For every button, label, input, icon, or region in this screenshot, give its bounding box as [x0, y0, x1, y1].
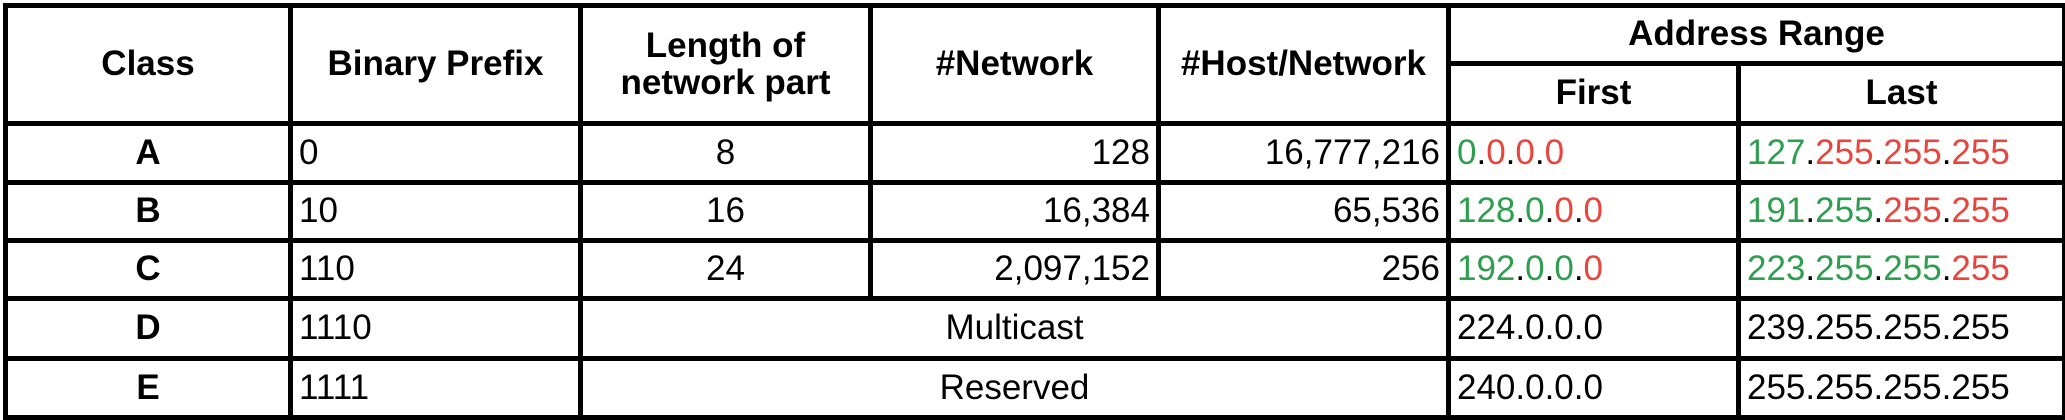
header-last: Last	[1736, 61, 2065, 126]
network-octet: 0	[1457, 132, 1477, 172]
table-row: B 10 16 16,384 65,536 128.0.0.0 191.255.…	[3, 180, 2065, 243]
last-address-cell: 223.255.255.255	[1736, 238, 2065, 301]
network-octet: 127	[1747, 132, 1806, 172]
prefix-cell: 1110	[288, 296, 583, 361]
header-address-range: Address Range	[1446, 3, 2065, 66]
class-cell: D	[3, 296, 293, 361]
length-cell: 8	[578, 121, 873, 185]
last-address-cell: 239.255.255.255	[1736, 296, 2065, 361]
networks-cell: 2,097,152	[868, 238, 1161, 301]
class-cell: B	[3, 180, 293, 243]
network-octet: 0	[1525, 249, 1545, 289]
table-row: E 1111 Reserved 240.0.0.0 255.255.255.25…	[3, 356, 2065, 420]
networks-cell: 128	[868, 121, 1161, 185]
ip-address-class-table: Class Binary Prefix Length of network pa…	[3, 3, 2065, 420]
table-row: C 110 24 2,097,152 256 192.0.0.0 223.255…	[3, 238, 2065, 301]
network-octet: 0	[1554, 249, 1574, 289]
host-octet: 255	[1815, 132, 1874, 172]
host-octet: 0	[1583, 249, 1604, 289]
first-address-cell: 192.0.0.0	[1446, 238, 1741, 301]
header-network-length-line2: network part	[620, 62, 831, 102]
multicast-note-cell: Multicast	[578, 296, 1451, 361]
host-octet: 0	[1554, 191, 1574, 231]
network-octet: 128	[1457, 191, 1516, 231]
header-hosts: #Host/Network	[1156, 3, 1451, 126]
first-address-cell: 224.0.0.0	[1446, 296, 1741, 361]
prefix-cell: 1111	[288, 356, 583, 420]
host-octet: 0	[1515, 132, 1535, 172]
network-octet: 255	[1815, 249, 1874, 289]
header-class: Class	[3, 3, 293, 126]
host-octet: 255	[1951, 191, 2010, 231]
host-octet: 255	[1951, 249, 2010, 289]
network-octet: 223	[1747, 249, 1806, 289]
first-address-cell: 0.0.0.0	[1446, 121, 1741, 185]
header-binary-prefix: Binary Prefix	[288, 3, 583, 126]
prefix-cell: 110	[288, 238, 583, 301]
network-octet: 0	[1525, 191, 1545, 231]
network-octet: 255	[1815, 191, 1874, 231]
reserved-note-cell: Reserved	[578, 356, 1451, 420]
host-octet: 255	[1883, 191, 1942, 231]
hosts-cell: 65,536	[1156, 180, 1451, 243]
network-octet: 192	[1457, 249, 1516, 289]
host-octet: 0	[1486, 132, 1506, 172]
prefix-cell: 0	[288, 121, 583, 185]
class-cell: E	[3, 356, 293, 420]
network-octet: 255	[1883, 249, 1942, 289]
header-networks: #Network	[868, 3, 1161, 126]
last-address-cell: 191.255.255.255	[1736, 180, 2065, 243]
table-row: D 1110 Multicast 224.0.0.0 239.255.255.2…	[3, 296, 2065, 361]
table-row: A 0 8 128 16,777,216 0.0.0.0 127.255.255…	[3, 121, 2065, 185]
class-cell: C	[3, 238, 293, 301]
host-octet: 0	[1583, 191, 1604, 231]
first-address-cell: 128.0.0.0	[1446, 180, 1741, 243]
hosts-cell: 16,777,216	[1156, 121, 1451, 185]
header-network-length: Length of network part	[578, 3, 873, 126]
length-cell: 24	[578, 238, 873, 301]
first-address-cell: 240.0.0.0	[1446, 356, 1741, 420]
last-address-cell: 127.255.255.255	[1736, 121, 2065, 185]
last-address-cell: 255.255.255.255	[1736, 356, 2065, 420]
host-octet: 255	[1951, 132, 2010, 172]
networks-cell: 16,384	[868, 180, 1161, 243]
network-octet: 191	[1747, 191, 1806, 231]
host-octet: 0	[1544, 132, 1565, 172]
host-octet: 255	[1883, 132, 1942, 172]
class-cell: A	[3, 121, 293, 185]
header-first: First	[1446, 61, 1741, 126]
header-network-length-line1: Length of	[645, 25, 806, 65]
hosts-cell: 256	[1156, 238, 1451, 301]
length-cell: 16	[578, 180, 873, 243]
prefix-cell: 10	[288, 180, 583, 243]
